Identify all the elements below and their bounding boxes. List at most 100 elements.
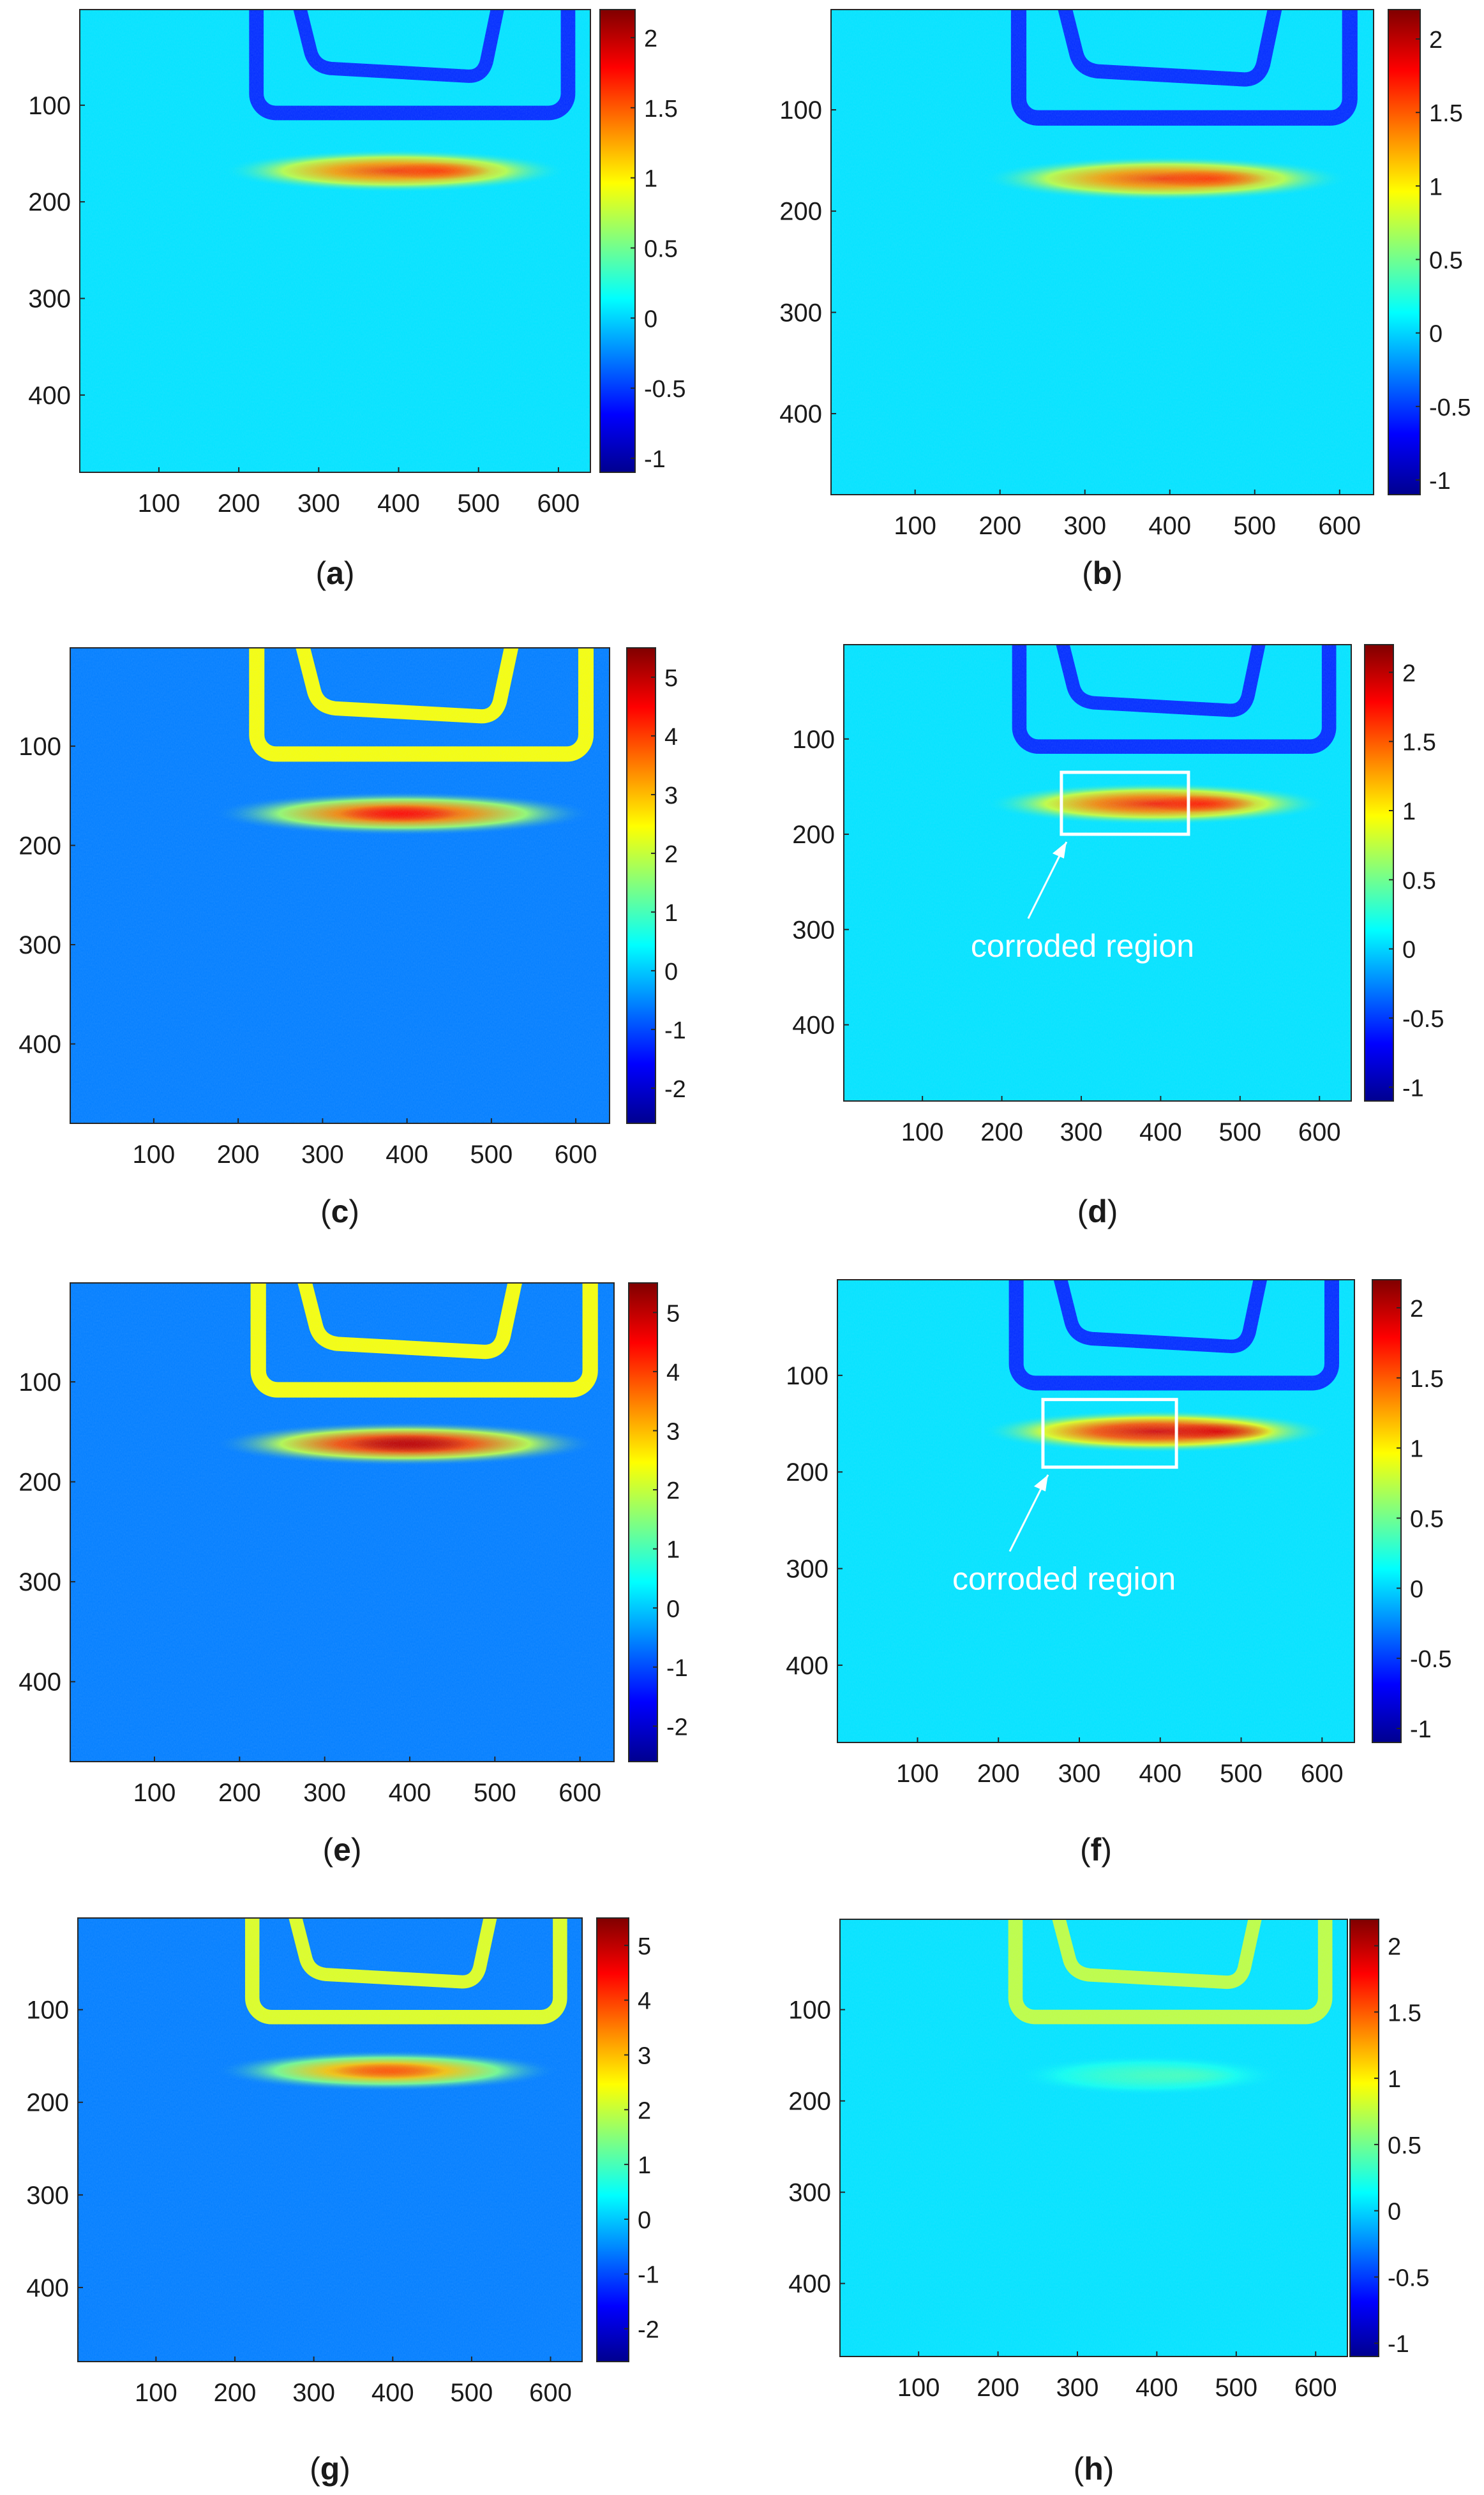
colorbar-tick-label: 3 <box>638 2043 651 2070</box>
annotation-arrow-head <box>1052 842 1067 859</box>
colorbar-tick-label: 1 <box>1402 798 1416 825</box>
colorbar-tick-label: 1.5 <box>644 96 678 123</box>
caption-close-paren: ) <box>349 1194 359 1229</box>
caption-letter: e <box>333 1832 351 1868</box>
panel-caption: (c) <box>320 1194 359 1229</box>
x-tick-label: 100 <box>135 2379 177 2407</box>
plot-frame <box>839 1919 1348 2357</box>
x-tick-label: 200 <box>980 1118 1023 1146</box>
colorbar-tick-label: 1 <box>664 900 678 927</box>
x-tick-label: 100 <box>897 2374 940 2402</box>
noise-texture <box>70 648 610 1123</box>
x-tick-label: 600 <box>1301 1760 1344 1788</box>
plot-frame <box>843 644 1352 1102</box>
x-tick-label: 200 <box>218 1779 261 1807</box>
x-tick-label: 500 <box>451 2379 493 2407</box>
x-tick-label: 600 <box>1318 512 1361 540</box>
y-tick-label: 400 <box>792 1012 835 1040</box>
colorbar-tick-label: 4 <box>664 724 678 751</box>
y-tick-label: 200 <box>28 188 71 216</box>
noise-texture <box>844 645 1351 1101</box>
x-tick-label: 100 <box>894 512 936 540</box>
y-tick-label: 100 <box>779 96 822 124</box>
y-tick-label: 300 <box>28 285 71 313</box>
x-tick-label: 300 <box>301 1141 344 1169</box>
colorbar-tick-label: -1 <box>1429 468 1451 495</box>
panel-b: 100 200 300 400 500 600 100 200 300 400 -1 -0.5 0 0.5… <box>779 9 1471 591</box>
noise-texture <box>80 10 590 472</box>
panel-caption: (f) <box>1080 1832 1112 1868</box>
x-tick-label: 600 <box>1294 2374 1337 2402</box>
colorbar-tick-label: 0 <box>664 959 678 985</box>
caption-open-paren: ( <box>1074 2451 1084 2487</box>
noise-texture <box>840 1919 1347 2356</box>
panel-caption: (e) <box>322 1832 361 1868</box>
y-tick-label: 400 <box>786 1652 828 1680</box>
y-tick-label: 200 <box>19 832 61 860</box>
y-tick-label: 300 <box>19 931 61 959</box>
x-tick-label: 200 <box>218 490 260 518</box>
y-tick-label: 100 <box>19 1368 61 1397</box>
y-tick-label: 400 <box>788 2270 831 2298</box>
colorbar-tick-label: 5 <box>666 1300 680 1327</box>
x-tick-label: 100 <box>901 1118 944 1146</box>
caption-open-paren: ( <box>320 1194 331 1229</box>
colorbar-tick-label: 2 <box>664 841 678 868</box>
x-tick-label: 600 <box>1298 1118 1341 1146</box>
colorbar <box>1388 9 1421 495</box>
colorbar-tick-label: 3 <box>666 1418 680 1445</box>
caption-close-paren: ) <box>351 1832 362 1868</box>
colorbar-tick-label: -0.5 <box>1410 1646 1451 1673</box>
colorbar-tick-label: 1 <box>638 2152 651 2179</box>
x-tick-label: 400 <box>389 1779 431 1807</box>
y-tick-label: 400 <box>28 382 71 410</box>
colorbar-tick-label: 2 <box>1410 1296 1423 1322</box>
panel-d: corroded region 100 200 300 400 500 600 100 200 3… <box>792 644 1444 1229</box>
noise-texture <box>837 1280 1354 1742</box>
x-tick-label: 100 <box>133 1141 176 1169</box>
colorbar-tick-label: 1 <box>1429 174 1443 200</box>
plot-frame <box>70 647 610 1124</box>
colorbar-tick-label: 0 <box>644 306 657 333</box>
caption-letter: a <box>326 555 345 591</box>
colorbar-tick-label: -1 <box>638 2262 659 2289</box>
y-tick-label: 100 <box>26 1997 69 2025</box>
y-tick-label: 100 <box>28 92 71 120</box>
y-tick-label: 400 <box>26 2274 69 2302</box>
colorbar <box>599 9 636 473</box>
colorbar-tick-label: -0.5 <box>1402 1006 1444 1033</box>
y-tick-label: 100 <box>792 726 835 754</box>
noise-texture <box>78 1918 582 2362</box>
caption-letter: h <box>1084 2451 1104 2487</box>
heatmap-e <box>70 1283 614 1762</box>
annotation-label: corroded region <box>971 928 1194 964</box>
noise-texture <box>70 1283 614 1762</box>
colorbar-tick-label: 2 <box>644 26 657 52</box>
colorbar-tick-label: -1 <box>666 1655 688 1682</box>
panel-f: corroded region 100 200 300 400 500 600 100 200 3… <box>786 1279 1451 1868</box>
colorbar-tick-label: 0.5 <box>644 236 678 262</box>
heatmap-f <box>837 1280 1354 1742</box>
colorbar <box>1364 644 1394 1102</box>
panel-caption: (h) <box>1074 2451 1114 2487</box>
colorbar-tick-label: -2 <box>664 1076 686 1103</box>
y-tick-label: 200 <box>786 1458 828 1487</box>
plot-frame <box>77 1917 583 2362</box>
colorbar-tick-label: 1 <box>1410 1436 1423 1463</box>
plot-frame <box>830 9 1374 495</box>
x-tick-label: 200 <box>217 1141 260 1169</box>
x-tick-label: 400 <box>386 1141 428 1169</box>
x-tick-label: 500 <box>470 1141 513 1169</box>
noise-texture <box>831 10 1374 495</box>
caption-open-paren: ( <box>1080 1832 1091 1868</box>
colorbar-tick-label: 1.5 <box>1429 100 1463 127</box>
x-tick-label: 400 <box>1148 512 1191 540</box>
caption-open-paren: ( <box>1082 555 1093 591</box>
y-tick-label: 200 <box>26 2089 69 2117</box>
colorbar <box>628 1282 658 1762</box>
colorbar-tick-label: -1 <box>1388 2331 1409 2358</box>
heatmap-b <box>831 10 1374 495</box>
colorbar-tick-label: 2 <box>666 1478 680 1504</box>
caption-open-paren: ( <box>310 2451 320 2487</box>
x-tick-label: 400 <box>1135 2374 1178 2402</box>
